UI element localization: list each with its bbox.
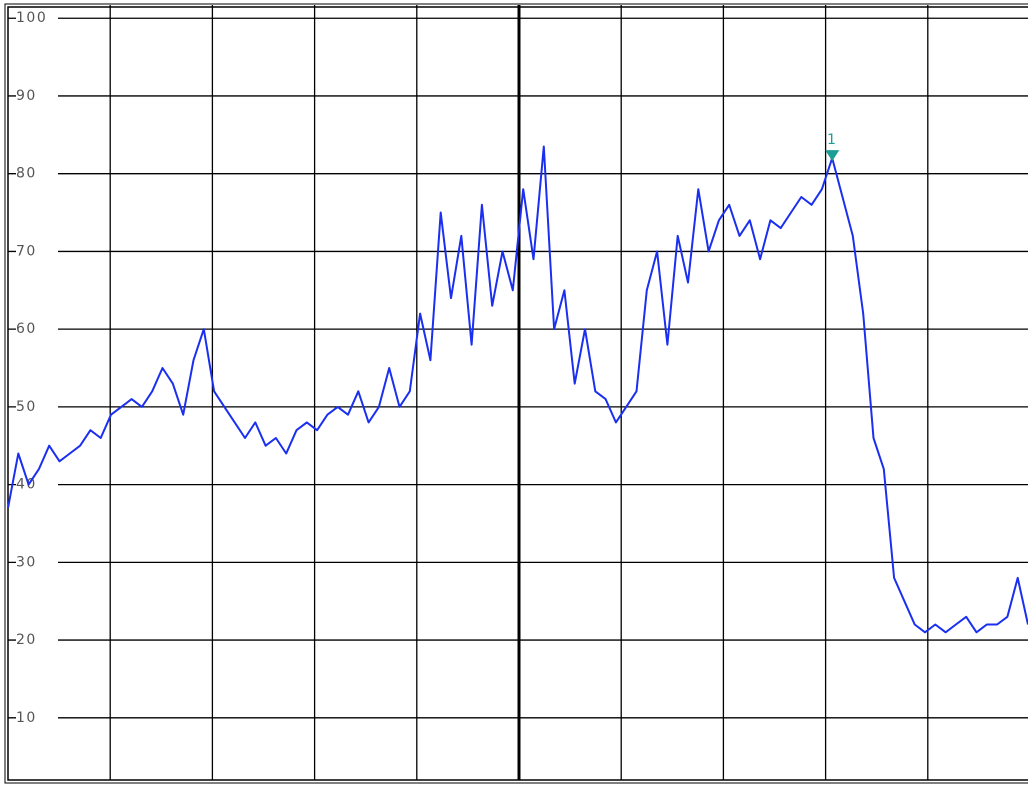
tick-label-bg (16, 709, 58, 726)
frame-inner (7, 6, 1028, 781)
y-tick-label: 20 (16, 632, 37, 648)
tick-label-bg (16, 165, 58, 182)
marker-label: 1 (827, 132, 837, 148)
plot: 1 (7, 132, 1028, 634)
tick-label-bg (16, 554, 58, 571)
y-tick-label: 70 (16, 243, 37, 259)
vertical-grid (109, 5, 929, 780)
marker (825, 150, 840, 162)
tick-label-bg (16, 87, 58, 104)
y-tick-label: 100 (16, 10, 47, 26)
tick-label-bg (16, 243, 58, 260)
y-tick-label: 30 (16, 554, 37, 570)
tick-label-bg (16, 632, 58, 649)
trace (7, 145, 1028, 634)
y-tick-label: 60 (16, 321, 37, 337)
y-tick-label: 50 (16, 399, 37, 415)
tick-label-bg (16, 321, 58, 338)
tick-label-bg (16, 398, 58, 415)
tick-label-bg (16, 10, 58, 27)
y-tick-label: 90 (16, 88, 37, 104)
y-tick-label: 80 (16, 166, 37, 182)
frame-outer (4, 3, 1028, 784)
y-tick-label: 10 (16, 710, 37, 726)
